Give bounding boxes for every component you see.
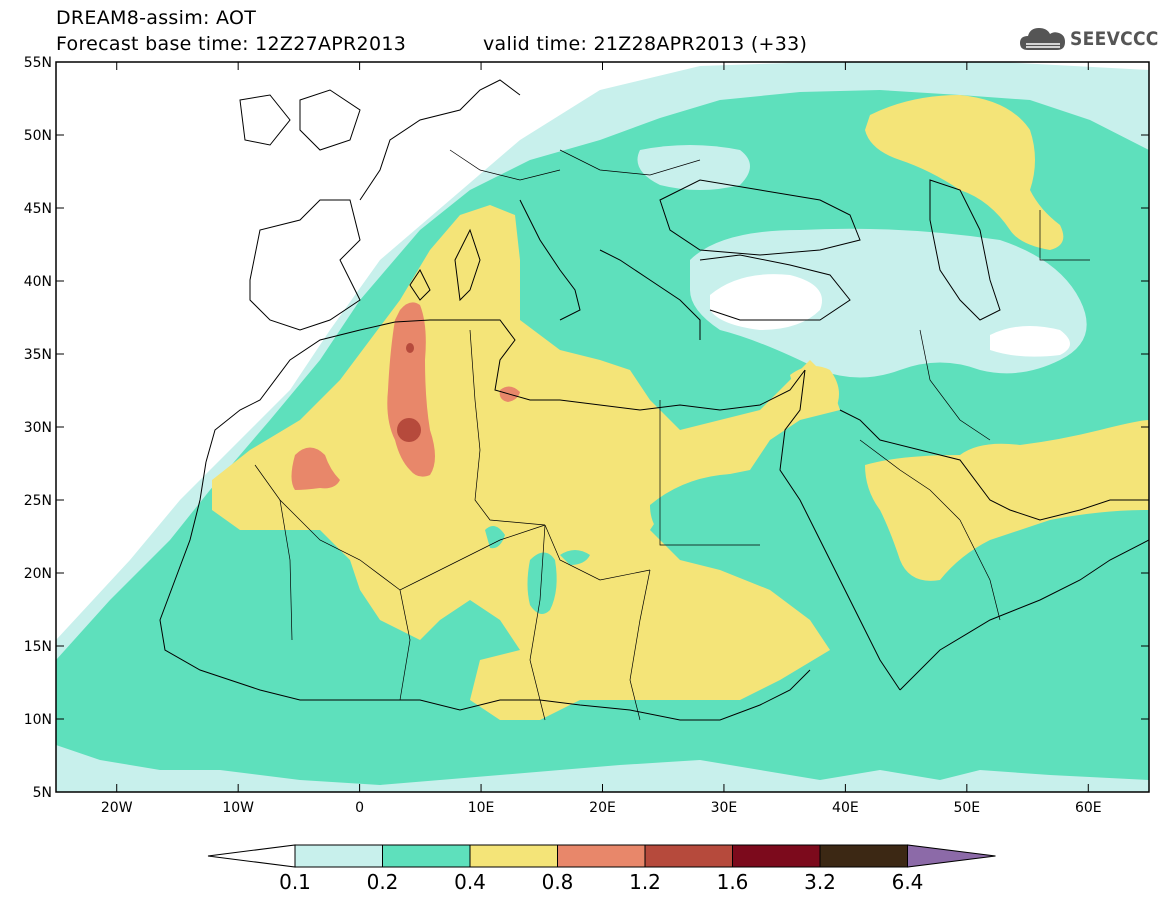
lat-label: 35N [24, 347, 52, 363]
colorbar-label: 1.2 [629, 870, 661, 894]
aot-contour-1.2-core [397, 418, 421, 442]
colorbar-segment [732, 844, 821, 868]
colorbar-segment [644, 844, 733, 868]
aot-contour-0.4-levant [790, 366, 839, 413]
map-title: DREAM8-assim: AOT [56, 7, 257, 29]
lat-label: 55N [24, 55, 52, 71]
lon-label: 60E [1075, 800, 1102, 816]
lat-label: 45N [24, 201, 52, 217]
lon-label: 0 [355, 800, 364, 816]
lat-label: 10N [24, 712, 52, 728]
valid-time: valid time: 21Z28APR2013 (+33) [483, 33, 808, 55]
aot-white-patch-caspian-south [990, 326, 1070, 357]
colorbar-segment [557, 844, 646, 868]
aot-contour-0.4-caspian [865, 95, 1064, 250]
lat-label: 5N [33, 785, 52, 801]
colorbar-left-arrow [207, 844, 296, 868]
aot-contour-1.2-north [406, 343, 414, 353]
colorbar-segment [294, 844, 383, 868]
aot-contour-0.4-arabia [865, 420, 1149, 581]
aot-contour-0.4-sahara [212, 205, 840, 720]
lon-label: 20W [101, 800, 133, 816]
lat-label: 15N [24, 639, 52, 655]
aot-colorbar: 0.1 0.2 0.4 0.8 1.2 1.6 3.2 6.4 [207, 844, 996, 894]
country-borders [254, 149, 1090, 721]
lon-label: 20E [589, 800, 616, 816]
lat-label: 20N [24, 566, 52, 582]
logo-text: SEEVCCC [1070, 28, 1159, 50]
colorbar-segment [469, 844, 558, 868]
aot-green-patch-sudan [560, 550, 590, 565]
latitude-axis: 55N 50N 45N 40N 35N 30N 25N 20N 15N 10N 5N [24, 55, 1149, 801]
longitude-axis: 20W 10W 0 10E 20E 30E 40E 50E 60E [101, 62, 1102, 816]
colorbar-segment [382, 844, 471, 868]
colorbar-label: 0.4 [454, 870, 486, 894]
colorbar-right-arrow [907, 844, 996, 868]
colorbar-segment [819, 844, 908, 868]
lat-label: 40N [24, 274, 52, 290]
lon-label: 30E [711, 800, 738, 816]
lat-label: 30N [24, 420, 52, 436]
aot-contour-0.8-morocco [291, 447, 340, 490]
lon-label: 10W [222, 800, 254, 816]
colorbar-label: 0.8 [542, 870, 574, 894]
seevccc-logo: SEEVCCC [1018, 22, 1158, 56]
lon-label: 50E [953, 800, 980, 816]
aot-pale-patch-balkan [637, 145, 750, 190]
colorbar-label: 0.1 [279, 870, 311, 894]
lon-label: 40E [832, 800, 859, 816]
aot-green-patch-egypt [650, 474, 784, 547]
colorbar-label: 3.2 [804, 870, 836, 894]
lat-label: 25N [24, 493, 52, 509]
aot-green-patch-libya [485, 526, 505, 549]
lat-label: 50N [24, 128, 52, 144]
colorbar-label: 6.4 [892, 870, 924, 894]
lon-label: 10E [468, 800, 495, 816]
colorbar-label: 1.6 [717, 870, 749, 894]
aot-white-patch-turkey [710, 274, 822, 330]
cloud-icon [1020, 28, 1065, 50]
colorbar-label: 0.2 [367, 870, 399, 894]
forecast-base-time: Forecast base time: 12Z27APR2013 [56, 33, 407, 55]
aot-green-patch-chad [527, 552, 557, 614]
aot-field [56, 62, 1149, 792]
